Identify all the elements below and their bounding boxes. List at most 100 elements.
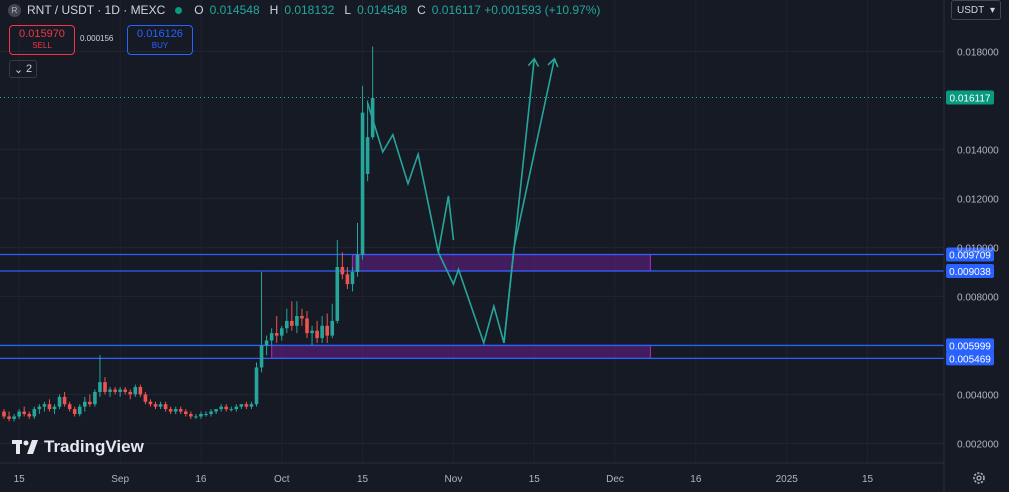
candle-body bbox=[259, 345, 264, 368]
candle-body bbox=[274, 333, 279, 336]
time-tick-label: 15 bbox=[14, 474, 26, 485]
candle-body bbox=[189, 414, 193, 417]
projection-arrowhead bbox=[547, 57, 559, 68]
candle-body bbox=[7, 416, 11, 419]
level-label: 0.005999 bbox=[949, 341, 991, 352]
last-price-label: 0.016117 bbox=[950, 94, 991, 105]
level-label: 0.009709 bbox=[949, 251, 991, 262]
grid-lines bbox=[0, 50, 944, 444]
candle-body bbox=[62, 396, 67, 405]
candle-body bbox=[83, 401, 87, 407]
candle-body bbox=[113, 389, 117, 392]
candle-body bbox=[234, 406, 239, 410]
level-tag bbox=[946, 247, 994, 262]
candle-body bbox=[153, 404, 158, 407]
candle-body bbox=[143, 394, 148, 402]
indicators-toggle-button[interactable]: ⌄ 2 bbox=[9, 60, 37, 78]
candle-body bbox=[98, 382, 102, 392]
price-tick-label: 0.014000 bbox=[957, 145, 999, 156]
last-price-line: 0.016117 bbox=[0, 90, 994, 105]
buy-button[interactable]: 0.016126 BUY bbox=[127, 25, 193, 55]
high-value: 0.018132 bbox=[284, 3, 335, 17]
candle-body bbox=[300, 316, 304, 319]
candle-body bbox=[335, 267, 340, 321]
candle-body bbox=[269, 333, 274, 341]
candle-body bbox=[123, 389, 127, 392]
low-value: 0.014548 bbox=[357, 3, 408, 17]
projection-arrowhead bbox=[527, 57, 540, 68]
projection-paths bbox=[366, 57, 559, 346]
price-tick-label: 0.008000 bbox=[957, 292, 999, 303]
candle-body bbox=[52, 406, 57, 410]
candle-body bbox=[163, 404, 168, 410]
candle-body bbox=[214, 409, 218, 412]
price-tick-label: 0.002000 bbox=[957, 439, 999, 450]
sell-label: SELL bbox=[32, 41, 52, 50]
candle-body bbox=[32, 409, 37, 417]
buy-label: BUY bbox=[151, 41, 169, 50]
sell-button[interactable]: 0.015970 SELL bbox=[9, 25, 75, 55]
candle-body bbox=[88, 401, 92, 405]
close-value: 0.016117 +0.001593 (+10.97%) bbox=[431, 3, 601, 17]
symbol-title[interactable]: RNT / USDT · 1D · MEXC bbox=[27, 3, 166, 17]
candle-body bbox=[178, 409, 183, 412]
settings-gear-icon[interactable] bbox=[972, 471, 986, 485]
indicators-count: 2 bbox=[26, 63, 33, 75]
candle-body bbox=[310, 330, 314, 334]
candle-body bbox=[17, 411, 21, 417]
time-tick-label: 16 bbox=[690, 474, 702, 485]
candle-body bbox=[72, 409, 77, 414]
candle-body bbox=[103, 382, 107, 392]
logo-text: TradingView bbox=[44, 437, 144, 456]
candle-body bbox=[219, 406, 223, 410]
low-label: L bbox=[344, 3, 352, 17]
tradingview-logo-icon bbox=[12, 440, 38, 454]
projection-path[interactable] bbox=[503, 58, 556, 344]
chevron-down-icon: ▾ bbox=[989, 4, 995, 16]
candle-body bbox=[2, 411, 6, 417]
candle-body bbox=[290, 320, 294, 326]
candle-body bbox=[27, 414, 32, 417]
candle-body bbox=[209, 411, 213, 414]
price-tick-label: 0.004000 bbox=[957, 390, 999, 401]
price-tick-label: 0.010000 bbox=[957, 243, 999, 254]
candle-body bbox=[350, 271, 355, 285]
candle-body bbox=[204, 414, 208, 415]
symbol-logo-icon: R bbox=[8, 3, 21, 17]
candle-body bbox=[194, 416, 198, 418]
candle-body bbox=[315, 330, 319, 339]
candle-body bbox=[305, 318, 309, 334]
candle-body bbox=[244, 404, 249, 407]
candles bbox=[2, 46, 375, 422]
candle-body bbox=[239, 404, 244, 407]
high-label: H bbox=[269, 3, 279, 17]
candle-body bbox=[118, 389, 122, 392]
candle-body bbox=[229, 409, 234, 411]
zone-rect bbox=[271, 344, 651, 360]
candle-body bbox=[173, 409, 178, 412]
price-tick-label: 0.012000 bbox=[957, 194, 999, 205]
candle-body bbox=[320, 325, 324, 339]
candle-body bbox=[345, 274, 350, 285]
candle-body bbox=[184, 411, 188, 414]
candle-body bbox=[295, 316, 299, 326]
projection-path[interactable] bbox=[437, 58, 536, 346]
candle-body bbox=[168, 409, 173, 412]
open-value: 0.014548 bbox=[209, 3, 260, 17]
time-tick-label: Sep bbox=[111, 474, 129, 485]
time-tick-label: Dec bbox=[606, 474, 624, 485]
currency-selector[interactable]: USDT ▾ bbox=[951, 0, 1001, 20]
candle-body bbox=[355, 254, 360, 272]
time-axis[interactable]: 15 Sep 16 Oct 15 Nov 15 Dec 16 2025 15 bbox=[0, 462, 944, 485]
zone-rect bbox=[351, 253, 652, 272]
candle-body bbox=[148, 401, 153, 405]
time-tick-label: 2025 bbox=[776, 474, 799, 485]
buy-price: 0.016126 bbox=[137, 28, 183, 40]
market-status-icon bbox=[175, 6, 183, 14]
candle-body bbox=[128, 391, 133, 395]
time-tick-label: 15 bbox=[862, 474, 874, 485]
projection-path[interactable] bbox=[366, 102, 455, 253]
price-axis[interactable]: 0.018000 0.014000 0.012000 0.010000 0.008000… bbox=[943, 0, 999, 492]
level-label: 0.009038 bbox=[949, 267, 991, 278]
